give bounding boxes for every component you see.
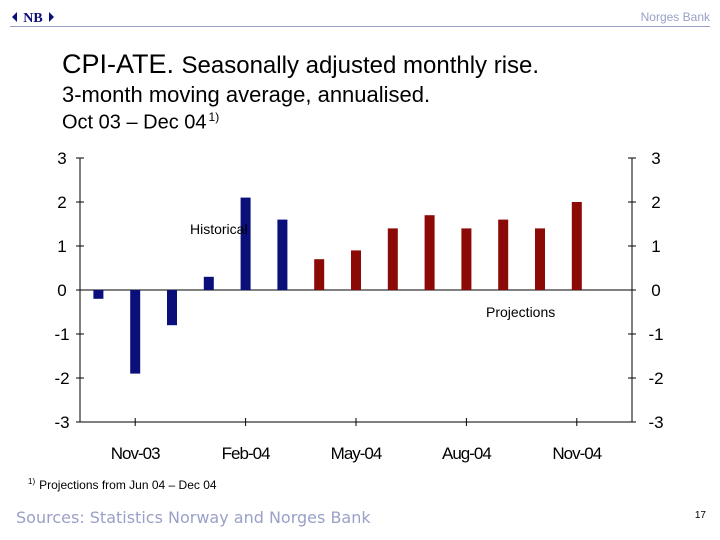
footnote-text: Projections from Jun 04 – Dec 04 — [39, 478, 217, 492]
y-tick-label-right: 3 — [651, 149, 660, 168]
historical-bar — [277, 219, 288, 290]
title-footnote-marker: 1) — [208, 110, 220, 125]
historical-bar — [130, 290, 141, 374]
y-tick-label-right: 1 — [651, 237, 660, 256]
y-tick-label-right: -3 — [648, 413, 663, 432]
title-line3: Oct 03 – Dec 04 — [62, 111, 207, 134]
y-tick-label-left: -1 — [54, 325, 69, 344]
projection-bar — [387, 228, 398, 290]
y-tick-label-left: -2 — [54, 369, 69, 388]
page-number: 17 — [694, 510, 706, 521]
y-tick-label-left: 3 — [57, 149, 66, 168]
y-tick-label-left: 0 — [57, 281, 66, 300]
norges-bank-logo: NB — [12, 11, 54, 26]
x-tick-label: May-04 — [331, 444, 382, 463]
projection-bar — [424, 215, 435, 290]
historical-bar — [167, 290, 177, 326]
x-tick-label: Feb-04 — [222, 444, 270, 463]
annotation-historical: Historical — [190, 221, 248, 237]
title-line2: 3-month moving average, annualised. — [62, 81, 431, 107]
projection-bar — [571, 202, 582, 290]
x-tick-label: Aug-04 — [442, 444, 491, 463]
footnote: 1) Projections from Jun 04 – Dec 04 — [28, 477, 217, 492]
y-tick-label-right: 2 — [651, 193, 660, 212]
title-rest: Seasonally adjusted monthly rise. — [181, 52, 540, 79]
y-tick-label-right: -1 — [648, 325, 663, 344]
sources: Sources: Statistics Norway and Norges Ba… — [16, 508, 371, 527]
y-tick-label-left: -3 — [54, 413, 69, 432]
annotation-projections: Projections — [486, 304, 555, 320]
historical-bar — [203, 276, 214, 290]
projection-bar — [351, 250, 361, 290]
header-divider — [10, 26, 710, 27]
x-tick-label: Nov-03 — [111, 444, 160, 463]
y-tick-label-left: 1 — [57, 237, 66, 256]
chart-title: CPI-ATE. Seasonally adjusted monthly ris… — [62, 48, 539, 135]
footnote-marker: 1) — [28, 477, 36, 486]
y-tick-label-right: 0 — [651, 281, 660, 300]
y-tick-label-left: 2 — [57, 193, 66, 212]
projection-bar — [461, 228, 472, 290]
historical-bar — [240, 197, 251, 290]
projection-bar — [498, 219, 509, 290]
historical-bar — [93, 290, 104, 299]
projection-bar — [314, 259, 325, 290]
x-tick-label: Nov-04 — [552, 444, 601, 463]
projection-bar — [535, 228, 545, 290]
logo-text: NB — [23, 11, 42, 26]
title-main: CPI-ATE. — [62, 49, 175, 79]
brand-name: Norges Bank — [640, 10, 710, 24]
y-tick-label-right: -2 — [648, 369, 663, 388]
